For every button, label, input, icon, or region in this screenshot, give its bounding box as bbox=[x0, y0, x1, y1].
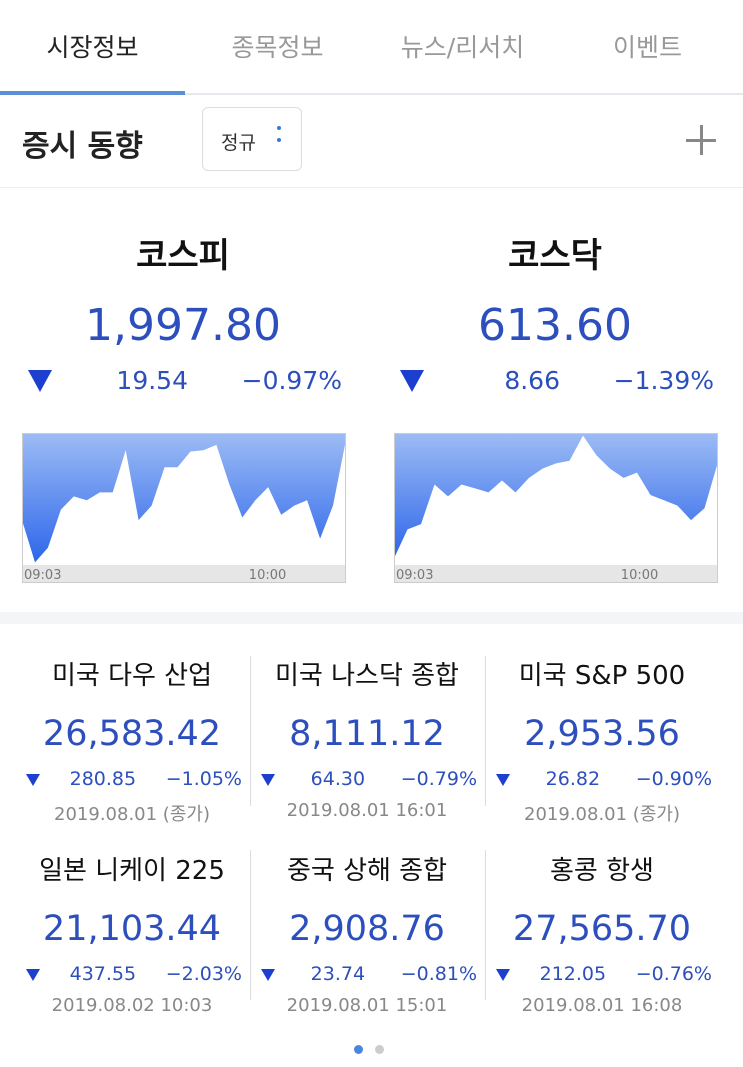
time-axis bbox=[394, 565, 718, 583]
sparkline: 09:03 10:00 bbox=[394, 433, 718, 583]
index-value: 2,908.76 bbox=[289, 909, 445, 949]
index-name: 미국 나스닥 종합 bbox=[275, 661, 459, 691]
tab-divider bbox=[0, 93, 743, 95]
time-label: 09:03 bbox=[396, 568, 433, 583]
index-value: 21,103.44 bbox=[42, 909, 222, 949]
index-change-pct: −0.90% bbox=[635, 768, 712, 790]
sparkline-area bbox=[22, 433, 346, 563]
sparkline-area bbox=[394, 433, 718, 559]
change-row: 280.85 −1.05% bbox=[14, 768, 250, 790]
down-arrow bbox=[496, 774, 510, 786]
index-name: 홍콩 항생 bbox=[550, 856, 654, 886]
tab[interactable]: 종목정보 bbox=[231, 33, 324, 62]
index-name: 중국 상해 종합 bbox=[286, 856, 448, 886]
index-change: 8.66 bbox=[504, 366, 560, 395]
section-divider bbox=[0, 612, 743, 624]
tab[interactable]: 시장정보 bbox=[46, 33, 139, 62]
index-change: 212.05 bbox=[539, 963, 607, 985]
menu-icon bbox=[277, 126, 281, 130]
index-change-pct: −1.05% bbox=[165, 768, 242, 790]
session-label: 정규 bbox=[221, 132, 256, 154]
index-date: 2019.08.01 (종가) bbox=[54, 804, 210, 825]
tab-indicator bbox=[0, 91, 185, 95]
index-change: 23.74 bbox=[310, 963, 366, 985]
change-row: 212.05 −0.76% bbox=[484, 963, 720, 985]
index-cell: 미국 S&P 500 2,953.56 26.82 −0.90% 2019.08.01 … bbox=[484, 655, 720, 826]
index-date: 2019.08.01 (종가) bbox=[524, 804, 680, 825]
page-dot bbox=[375, 1045, 384, 1054]
time-axis bbox=[22, 565, 346, 583]
index-name: 코스피 bbox=[136, 236, 230, 276]
tab[interactable]: 뉴스/리서치 bbox=[400, 33, 525, 62]
index-value: 27,565.70 bbox=[512, 909, 692, 949]
index-change-pct: −0.81% bbox=[400, 963, 477, 985]
col-divider bbox=[250, 850, 251, 1000]
index-change: 437.55 bbox=[69, 963, 137, 985]
index-change-pct: −0.79% bbox=[400, 768, 477, 790]
down-arrow bbox=[261, 969, 275, 981]
section-title: 증시 동향 bbox=[22, 129, 143, 164]
change-row: 437.55 −2.03% bbox=[14, 963, 250, 985]
index-change: 280.85 bbox=[69, 768, 137, 790]
session-button[interactable]: 정규 bbox=[202, 107, 302, 171]
index-cell: 중국 상해 종합 2,908.76 23.74 −0.81% 2019.08.01 15… bbox=[249, 850, 485, 1016]
index-name: 일본 니케이 225 bbox=[39, 856, 225, 886]
change-row: 26.82 −0.90% bbox=[484, 768, 720, 790]
index-date: 2019.08.01 15:01 bbox=[286, 995, 448, 1016]
index-value: 26,583.42 bbox=[42, 714, 222, 754]
change-row: 23.74 −0.81% bbox=[249, 963, 485, 985]
sparkline: 09:03 10:00 bbox=[22, 433, 346, 583]
add-button-v bbox=[700, 125, 703, 155]
index-value: 2,953.56 bbox=[524, 714, 680, 754]
index-cell: 미국 나스닥 종합 8,111.12 64.30 −0.79% 2019.08.01 1… bbox=[249, 655, 485, 821]
col-divider bbox=[250, 656, 251, 806]
index-name: 미국 다우 산업 bbox=[51, 661, 213, 691]
index-value: 1,997.80 bbox=[85, 300, 281, 351]
index-change: 64.30 bbox=[310, 768, 366, 790]
index-change-pct: −0.97% bbox=[241, 366, 342, 395]
index-change-pct: −1.39% bbox=[613, 366, 714, 395]
index-cell: 미국 다우 산업 26,583.42 280.85 −1.05% 2019.08.01 … bbox=[14, 655, 250, 826]
index-date: 2019.08.01 16:08 bbox=[521, 995, 683, 1016]
index-date: 2019.08.02 10:03 bbox=[51, 995, 213, 1016]
index-value: 613.60 bbox=[478, 300, 632, 351]
down-arrow bbox=[400, 370, 424, 392]
col-divider bbox=[485, 850, 486, 1000]
down-arrow bbox=[28, 370, 52, 392]
index-change-pct: −0.76% bbox=[635, 963, 712, 985]
down-arrow bbox=[26, 969, 40, 981]
time-label: 10:00 bbox=[621, 568, 658, 583]
down-arrow bbox=[261, 774, 275, 786]
chart-border bbox=[394, 433, 718, 583]
index-cell: 홍콩 항생 27,565.70 212.05 −0.76% 2019.08.01 16:… bbox=[484, 850, 720, 1016]
index-value: 8,111.12 bbox=[289, 714, 445, 754]
down-arrow bbox=[496, 969, 510, 981]
index-date: 2019.08.01 16:01 bbox=[286, 800, 448, 821]
index-change-pct: −2.03% bbox=[165, 963, 242, 985]
tab[interactable]: 이벤트 bbox=[612, 33, 682, 62]
page-dot-active bbox=[354, 1045, 363, 1054]
index-cell: 일본 니케이 225 21,103.44 437.55 −2.03% 2019.08.0… bbox=[14, 850, 250, 1016]
index-change: 26.82 bbox=[545, 768, 601, 790]
down-arrow bbox=[26, 774, 40, 786]
index-name: 미국 S&P 500 bbox=[518, 661, 686, 691]
header: 증시 동향 정규 bbox=[0, 95, 743, 188]
time-label: 09:03 bbox=[24, 568, 61, 583]
col-divider bbox=[485, 656, 486, 806]
chart-border bbox=[22, 433, 346, 583]
change-row: 64.30 −0.79% bbox=[249, 768, 485, 790]
time-label: 10:00 bbox=[249, 568, 286, 583]
index-change: 19.54 bbox=[116, 366, 188, 395]
index-name: 코스닥 bbox=[508, 236, 602, 276]
